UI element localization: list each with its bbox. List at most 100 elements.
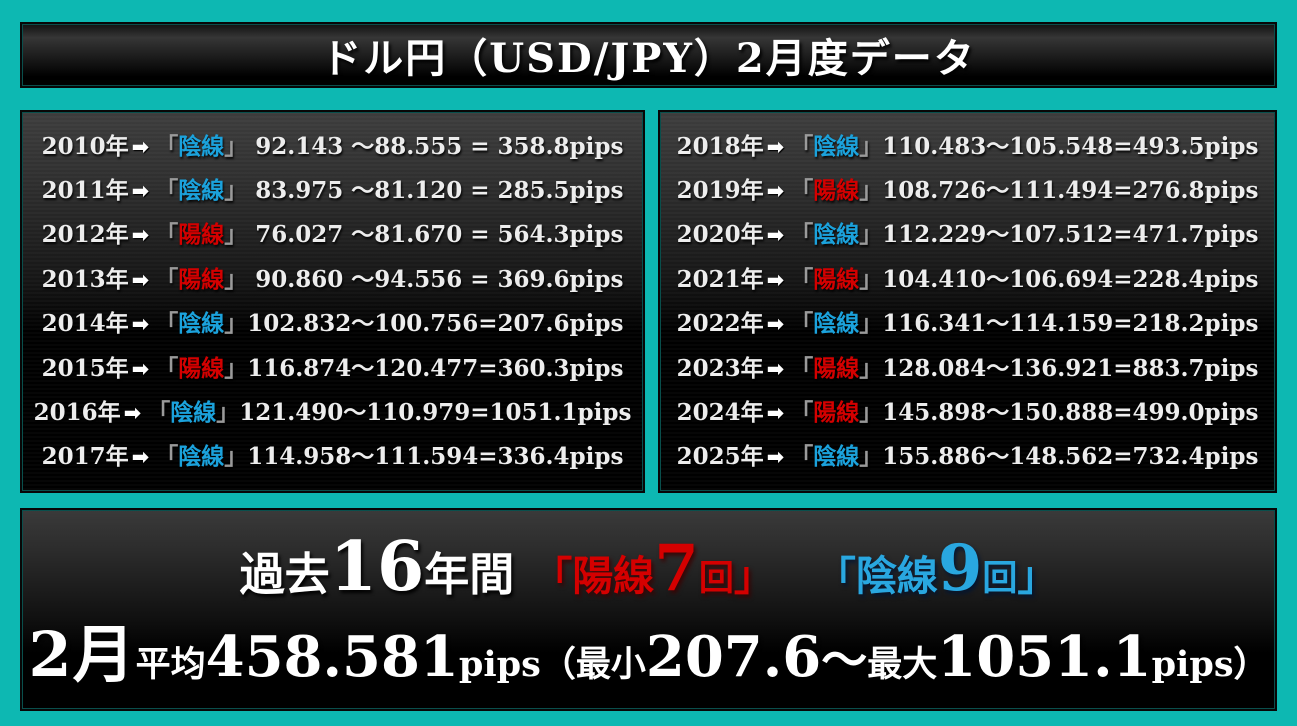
open-bracket: 「: [790, 265, 814, 293]
open-bracket: 「: [790, 132, 814, 160]
close-bracket: 」: [216, 398, 240, 426]
row-values: 114.958～111.594=336.4pips: [247, 443, 624, 471]
candle-direction: 陽線: [813, 177, 860, 205]
row-year: 2016年: [33, 398, 121, 426]
count-unit: 回: [982, 558, 1018, 599]
close-bracket: 」: [859, 354, 883, 382]
bear-count: 9: [937, 531, 983, 606]
data-row: 2018年 ➡ 「陰線」 110.483～105.548=493.5pips: [666, 135, 1269, 158]
summary-years-label: 年間: [424, 548, 515, 601]
summary-line-average: 2月 平均 458.581 pips （最小 207.6 ～最大 1051.1 pips）: [28, 624, 1268, 686]
data-row: 2012年 ➡ 「陽線」 76.027 ～81.670 = 564.3pips: [28, 223, 637, 246]
right-arrow-icon: ➡: [131, 356, 150, 381]
data-row: 2019年 ➡ 「陽線」 108.726～111.494=276.8pips: [666, 179, 1269, 202]
row-values: 155.886～148.562=732.4pips: [882, 443, 1259, 471]
close-bracket: 」: [859, 265, 883, 293]
candle-direction: 陰線: [813, 310, 860, 338]
summary-bear-count-group: 「陰線 9 回」: [816, 537, 1058, 601]
right-arrow-icon: ➡: [766, 223, 785, 248]
max-value: 1051.1: [937, 624, 1152, 690]
row-values: 83.975 ～81.120 = 285.5pips: [247, 177, 624, 205]
data-row: 2022年 ➡ 「陰線」 116.341～114.159=218.2pips: [666, 312, 1269, 335]
right-arrow-icon: ➡: [131, 223, 150, 248]
right-arrow-icon: ➡: [766, 267, 785, 292]
summary-years-count: 16: [329, 527, 425, 607]
open-bracket: 「: [155, 221, 179, 249]
right-arrow-icon: ➡: [766, 134, 785, 159]
data-row: 2020年 ➡ 「陰線」 112.229～107.512=471.7pips: [666, 223, 1269, 246]
close-bracket: 」: [859, 221, 883, 249]
right-arrow-icon: ➡: [131, 445, 150, 470]
close-bracket: 」: [224, 354, 248, 382]
row-values: 76.027 ～81.670 = 564.3pips: [247, 221, 624, 249]
close-bracket: 」: [859, 310, 883, 338]
open-bracket: 「: [155, 132, 179, 160]
data-row: 2023年 ➡ 「陽線」 128.084～136.921=883.7pips: [666, 357, 1269, 380]
row-values: 121.490～110.979=1051.1pips: [239, 398, 632, 426]
candle-direction: 陰線: [813, 132, 860, 160]
candle-direction: 陽線: [813, 265, 860, 293]
close-bracket: 」: [224, 443, 248, 471]
bear-line-label: 陰線: [855, 552, 938, 600]
candle-direction: 陽線: [178, 265, 225, 293]
row-values: 110.483～105.548=493.5pips: [882, 132, 1259, 160]
data-row: 2025年 ➡ 「陰線」 155.886～148.562=732.4pips: [666, 445, 1269, 468]
summary-past-label: 過去: [239, 548, 330, 601]
row-year: 2012年: [41, 221, 129, 249]
candle-direction: 陰線: [170, 398, 217, 426]
right-arrow-icon: ➡: [131, 267, 150, 292]
candle-direction: 陰線: [178, 310, 225, 338]
candle-direction: 陽線: [178, 221, 225, 249]
open-bracket: 「: [155, 177, 179, 205]
right-arrow-icon: ➡: [131, 179, 150, 204]
candle-direction: 陽線: [178, 354, 225, 382]
candle-direction: 陰線: [178, 443, 225, 471]
average-label: 平均: [135, 644, 206, 685]
min-value: 207.6: [645, 624, 822, 690]
candle-direction: 陽線: [813, 398, 860, 426]
right-arrow-icon: ➡: [766, 356, 785, 381]
row-year: 2023年: [676, 354, 764, 382]
title-bar: ドル円（USD/JPY）2月度データ: [20, 22, 1277, 88]
right-arrow-icon: ➡: [766, 312, 785, 337]
data-row: 2014年 ➡ 「陰線」 102.832～100.756=207.6pips: [28, 312, 637, 335]
row-values: 116.341～114.159=218.2pips: [882, 310, 1259, 338]
open-bracket: 「: [790, 354, 814, 382]
close-bracket: 」: [733, 553, 774, 600]
data-panel-2018-2025: 2018年 ➡ 「陰線」 110.483～105.548=493.5pips 2019年…: [658, 110, 1277, 493]
row-year: 2010年: [41, 132, 129, 160]
min-label: （最小: [540, 644, 646, 685]
pips-unit: pips）: [1151, 644, 1269, 685]
close-bracket: 」: [859, 398, 883, 426]
row-values: 90.860 ～94.556 = 369.6pips: [247, 265, 624, 293]
open-bracket: 「: [155, 310, 179, 338]
open-bracket: 「: [790, 221, 814, 249]
data-row: 2016年 ➡ 「陰線」 121.490～110.979=1051.1pips: [28, 401, 637, 424]
max-label: 最大: [867, 644, 938, 685]
row-year: 2011年: [41, 177, 129, 205]
row-values: 112.229～107.512=471.7pips: [882, 221, 1259, 249]
close-bracket: 」: [1017, 553, 1058, 600]
right-arrow-icon: ➡: [766, 400, 785, 425]
page-title: ドル円（USD/JPY）2月度データ: [321, 35, 976, 82]
row-year: 2013年: [41, 265, 129, 293]
open-bracket: 「: [815, 553, 856, 600]
summary-panel: 過去 16 年間 「陽線 7 回」 「陰線 9 回」 2月 平均 458.581 pips （最小 2…: [20, 508, 1277, 711]
open-bracket: 「: [155, 443, 179, 471]
row-year: 2025年: [676, 443, 764, 471]
open-bracket: 「: [790, 177, 814, 205]
close-bracket: 」: [224, 310, 248, 338]
right-arrow-icon: ➡: [131, 134, 150, 159]
bull-count: 7: [654, 531, 699, 606]
row-year: 2017年: [41, 443, 129, 471]
data-row: 2013年 ➡ 「陽線」 90.860 ～94.556 = 369.6pips: [28, 268, 637, 291]
row-values: 102.832～100.756=207.6pips: [247, 310, 624, 338]
close-bracket: 」: [224, 132, 248, 160]
data-panel-2010-2017: 2010年 ➡ 「陰線」 92.143 ～88.555 = 358.8pips 201…: [20, 110, 645, 493]
row-values: 116.874～120.477=360.3pips: [247, 354, 624, 382]
row-values: 128.084～136.921=883.7pips: [882, 354, 1259, 382]
close-bracket: 」: [859, 132, 883, 160]
row-year: 2020年: [676, 221, 764, 249]
month-label: 2月: [28, 618, 136, 691]
candle-direction: 陰線: [178, 177, 225, 205]
